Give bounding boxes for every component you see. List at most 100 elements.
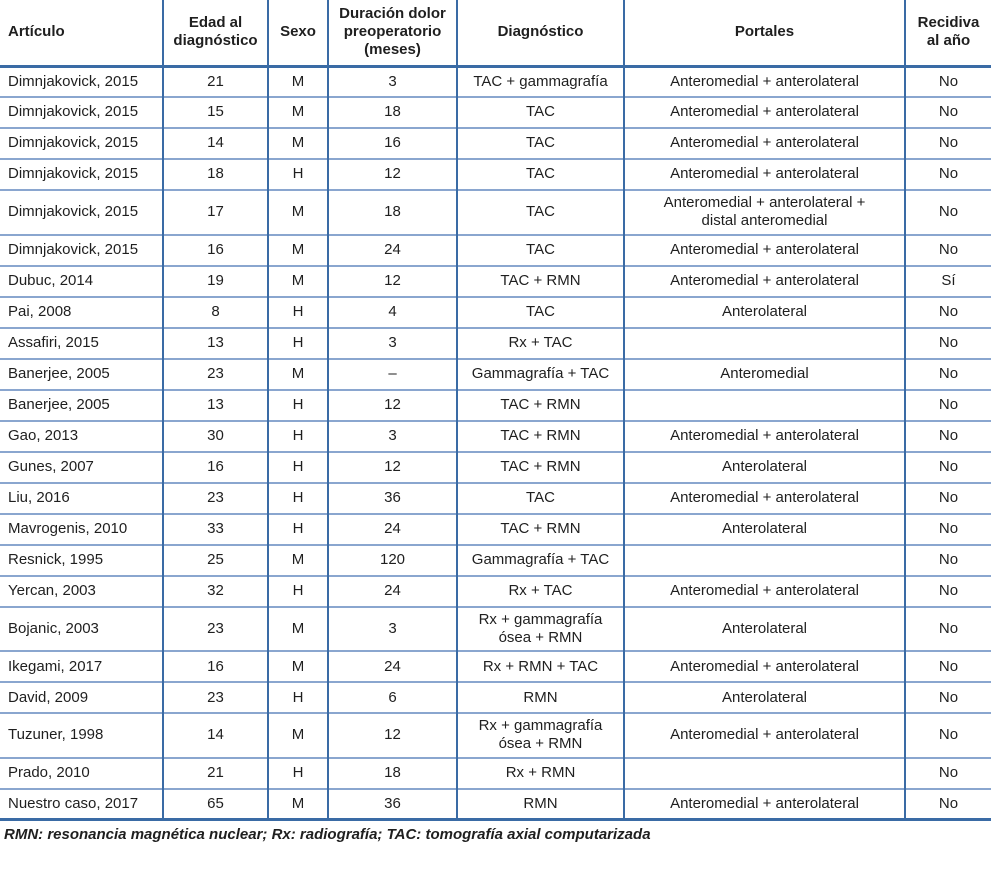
cell-portales — [623, 388, 905, 421]
table-header: Artículo Edad al diagnóstico Sexo Duraci… — [0, 0, 991, 66]
cell-articulo: Banerjee, 2005 — [0, 357, 163, 390]
cell-sexo: M — [267, 264, 328, 297]
cell-portales: Anterolateral — [623, 681, 905, 714]
cell-diagnostico: TAC — [456, 295, 624, 328]
cell-duracion: 16 — [327, 127, 457, 159]
cell-portales: Anteromedial — [623, 357, 905, 390]
cell-duracion: 120 — [327, 543, 457, 576]
cell-recidiva: No — [904, 419, 991, 452]
cell-duracion: 18 — [327, 96, 457, 128]
cell-sexo: H — [267, 574, 328, 607]
column-header-duracion: Duración dolor preoperatorio (meses) — [327, 0, 457, 66]
table-row: Liu, 2016 23 H 36 TAC Anteromedial + anterola… — [0, 481, 991, 514]
cell-sexo: H — [267, 512, 328, 545]
cell-edad: 14 — [162, 127, 268, 159]
cell-recidiva: No — [904, 127, 991, 159]
cell-edad: 21 — [162, 756, 268, 789]
cell-diagnostico: TAC — [456, 189, 624, 235]
cell-duracion: 12 — [327, 264, 457, 297]
cell-edad: 23 — [162, 605, 268, 652]
cell-diagnostico: TAC + RMN — [456, 512, 624, 545]
cell-edad: 65 — [162, 787, 268, 820]
cell-sexo: M — [267, 712, 328, 758]
table-row: Yercan, 2003 32 H 24 Rx + TAC Anteromedial + … — [0, 574, 991, 607]
cell-recidiva: No — [904, 712, 991, 758]
cell-edad: 30 — [162, 419, 268, 452]
cell-edad: 23 — [162, 481, 268, 514]
cell-recidiva: No — [904, 388, 991, 421]
cell-articulo: Prado, 2010 — [0, 756, 163, 789]
cell-diagnostico: Rx + RMN + TAC — [456, 650, 624, 683]
cell-edad: 13 — [162, 388, 268, 421]
cell-recidiva: No — [904, 66, 991, 97]
cell-sexo: M — [267, 233, 328, 266]
cell-duracion: 12 — [327, 712, 457, 758]
cell-duracion: 3 — [327, 66, 457, 97]
cell-articulo: Assafiri, 2015 — [0, 326, 163, 359]
cell-articulo: Dimnjakovick, 2015 — [8, 72, 139, 90]
cell-articulo: Dimnjakovick, 2015 — [0, 158, 163, 190]
cell-edad: 32 — [162, 574, 268, 607]
cell-edad: 18 — [162, 158, 268, 190]
cell-portales: Anteromedial + anterolateral — [623, 96, 905, 128]
cell-diagnostico: RMN — [456, 787, 624, 820]
table-row: Dimnjakovick, 2015 14 M 16 TAC Anteromedial +… — [0, 127, 991, 159]
cell-articulo: Gao, 2013 — [0, 419, 163, 452]
cell-diagnostico: Gammagrafía + TAC — [456, 357, 624, 390]
cell-duracion: 24 — [327, 650, 457, 683]
cell-recidiva: No — [904, 605, 991, 652]
cell-recidiva: No — [904, 543, 991, 576]
cell-portales: Anteromedial + anterolateral — [623, 66, 905, 97]
header-row: Artículo Edad al diagnóstico Sexo Duraci… — [0, 0, 991, 66]
cell-recidiva: No — [904, 233, 991, 266]
table-row: Bojanic, 2003 23 M 3 Rx + gammagrafía ósea +… — [0, 605, 991, 652]
cell-articulo: David, 2009 — [0, 681, 163, 714]
cell-duracion: 24 — [327, 233, 457, 266]
cell-diagnostico: TAC + RMN — [456, 264, 624, 297]
cell-portales: Anteromedial + anterolateral — [623, 233, 905, 266]
cell-diagnostico: TAC — [456, 158, 624, 190]
cell-portales: Anteromedial + anterolateral + distal an… — [623, 189, 905, 235]
cell-diagnostico: TAC + RMN — [456, 388, 624, 421]
cell-articulo: Liu, 2016 — [0, 481, 163, 514]
cell-portales: Anteromedial + anterolateral — [623, 419, 905, 452]
table-row: Dimnjakovick, 2015 18 H 12 TAC Anteromedial +… — [0, 158, 991, 190]
cell-duracion: 24 — [327, 512, 457, 545]
cell-sexo: M — [267, 96, 328, 128]
cell-recidiva: No — [904, 512, 991, 545]
cell-edad: 19 — [162, 264, 268, 297]
cell-portales — [623, 543, 905, 576]
cell-articulo: Resnick, 1995 — [0, 543, 163, 576]
table-row: Banerjee, 2005 13 H 12 TAC + RMN No — [0, 388, 991, 421]
table-footnote: RMN: resonancia magnética nuclear; Rx: r… — [4, 826, 651, 844]
cell-sexo: M — [267, 189, 328, 235]
table-row: Resnick, 1995 25 M 120 Gammagrafía + TAC No — [0, 543, 991, 576]
cell-portales: Anteromedial + anterolateral — [623, 158, 905, 190]
table-row: Mavrogenis, 2010 33 H 24 TAC + RMN Anterolate… — [0, 512, 991, 545]
cell-articulo: Dimnjakovick, 2015 — [0, 233, 163, 266]
cell-recidiva: No — [904, 158, 991, 190]
cell-sexo: M — [267, 650, 328, 683]
table-row: Nuestro caso, 2017 65 M 36 RMN Anteromedial +… — [0, 787, 991, 820]
cell-diagnostico: TAC + gammagrafía — [456, 66, 624, 97]
table-body: Dimnjakovick, 2015 21 M 3 TAC + gammagrafía A… — [0, 66, 991, 820]
table-row: Ikegami, 2017 16 M 24 Rx + RMN + TAC Anterome… — [0, 650, 991, 683]
cell-duracion: 3 — [327, 605, 457, 652]
cell-sexo: H — [267, 388, 328, 421]
table-row: Dimnjakovick, 2015 21 M 3 TAC + gammagrafía A… — [0, 66, 991, 97]
cell-duracion: 18 — [327, 756, 457, 789]
cell-recidiva: No — [904, 450, 991, 483]
cell-sexo: H — [267, 326, 328, 359]
cell-sexo: M — [267, 605, 328, 652]
cell-duracion: 18 — [327, 189, 457, 235]
cell-sexo: H — [267, 756, 328, 789]
cell-sexo: M — [267, 66, 328, 97]
cell-portales: Anteromedial + anterolateral — [623, 481, 905, 514]
cell-articulo: Dimnjakovick, 2015 — [0, 189, 163, 235]
cell-sexo: M — [267, 127, 328, 159]
cell-edad: 25 — [162, 543, 268, 576]
cell-portales: Anterolateral — [623, 605, 905, 652]
table-row: Banerjee, 2005 23 M – Gammagrafía + TAC Anter… — [0, 357, 991, 390]
cell-duracion: 12 — [327, 388, 457, 421]
table-row: Tuzuner, 1998 14 M 12 Rx + gammagrafía ósea … — [0, 712, 991, 758]
